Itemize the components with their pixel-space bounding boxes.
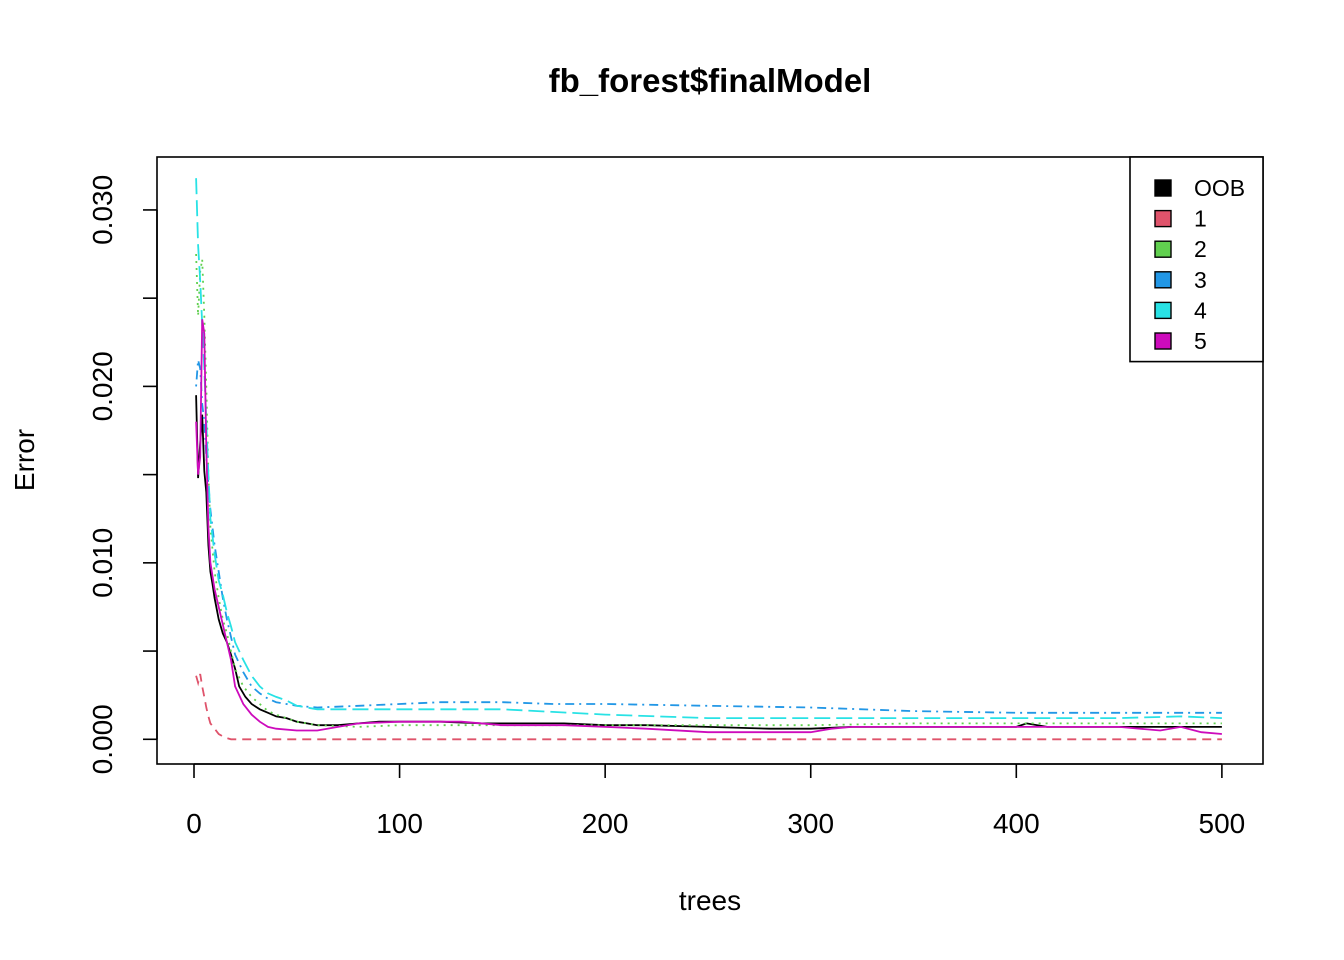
legend-label: 3	[1194, 267, 1207, 293]
legend-label: OOB	[1194, 175, 1245, 201]
series-line-2	[195, 253, 1222, 728]
y-tick-label: 0.030	[87, 175, 118, 245]
legend-swatch	[1154, 332, 1172, 350]
legend-swatch	[1154, 209, 1172, 228]
x-tick-label: 100	[376, 808, 423, 839]
legend-label: 1	[1194, 206, 1207, 232]
x-tick-label: 200	[582, 808, 629, 839]
x-tick-label: 300	[787, 808, 834, 839]
series-line-3	[195, 359, 1222, 714]
legend-swatch	[1154, 271, 1172, 289]
series-line-4	[195, 178, 1222, 719]
x-tick-label: 500	[1199, 808, 1246, 839]
series-layer	[195, 178, 1222, 741]
legend-label: 5	[1194, 328, 1207, 354]
legend-label: 2	[1194, 236, 1207, 262]
legend-swatch	[1154, 301, 1172, 320]
x-tick-label: 400	[993, 808, 1040, 839]
chart-title: fb_forest$finalModel	[549, 62, 872, 99]
series-line-5	[195, 319, 1222, 735]
y-tick-label: 0.020	[87, 351, 118, 421]
y-tick-label: 0.010	[87, 528, 118, 598]
legend-box	[1129, 156, 1264, 363]
y-tick-label: 0.000	[87, 704, 118, 774]
legend-label: 4	[1194, 297, 1207, 323]
x-axis: 0 100 200 300 400 500	[186, 763, 1246, 839]
x-tick-label: 0	[186, 808, 202, 839]
y-axis-title: Error	[9, 429, 40, 491]
series-line-1	[195, 673, 1222, 741]
series-line-OOB	[195, 395, 1222, 730]
legend-swatch	[1154, 179, 1172, 197]
plot-frame	[156, 156, 1264, 765]
legend: OOB 1 2 3 4 5	[1129, 156, 1264, 363]
x-axis-title: trees	[679, 885, 741, 916]
y-axis: 0.000 0.010 0.020 0.030	[87, 175, 158, 774]
legend-swatch	[1154, 240, 1172, 258]
